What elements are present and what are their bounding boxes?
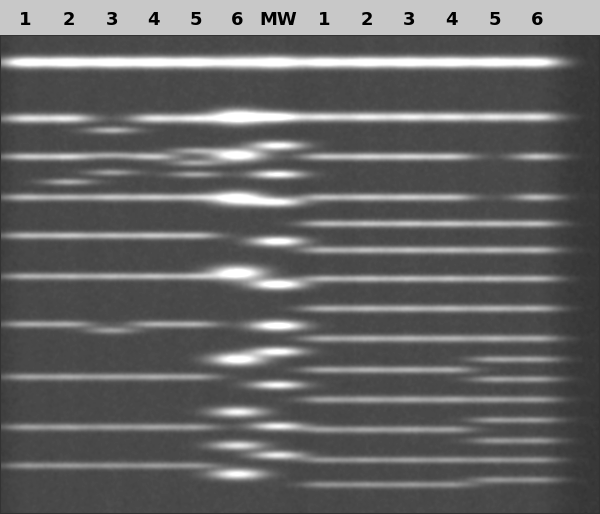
Text: 6: 6 xyxy=(532,11,544,29)
Text: 5: 5 xyxy=(488,11,500,29)
Text: 2: 2 xyxy=(361,11,373,29)
Text: 5: 5 xyxy=(190,11,202,29)
Text: 2: 2 xyxy=(62,11,74,29)
Text: 4: 4 xyxy=(445,11,457,29)
Text: 1: 1 xyxy=(318,11,330,29)
Text: 4: 4 xyxy=(148,11,160,29)
Text: MW: MW xyxy=(259,11,296,29)
Text: 3: 3 xyxy=(403,11,415,29)
Text: 3: 3 xyxy=(106,11,118,29)
Text: 6: 6 xyxy=(232,11,244,29)
Text: 1: 1 xyxy=(19,11,31,29)
